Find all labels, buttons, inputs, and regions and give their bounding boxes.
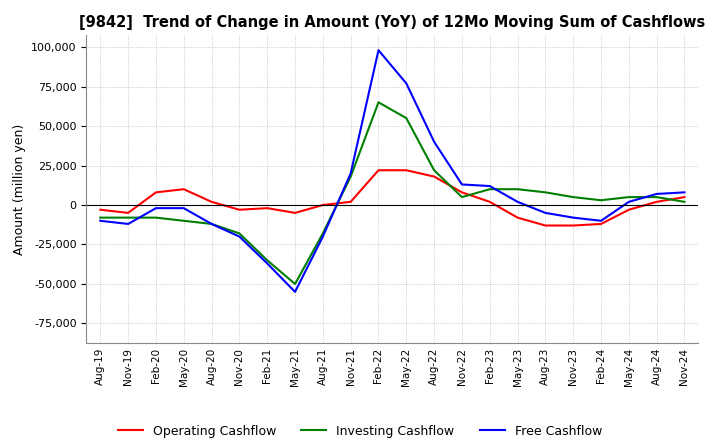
Operating Cashflow bbox=[513, 215, 522, 220]
Investing Cashflow bbox=[207, 221, 216, 227]
Free Cashflow bbox=[124, 221, 132, 227]
Free Cashflow bbox=[96, 218, 104, 224]
Free Cashflow bbox=[152, 205, 161, 211]
Free Cashflow bbox=[680, 190, 689, 195]
Operating Cashflow bbox=[96, 207, 104, 213]
Free Cashflow bbox=[318, 234, 327, 239]
Operating Cashflow bbox=[207, 199, 216, 205]
Free Cashflow bbox=[652, 191, 661, 197]
Operating Cashflow bbox=[680, 194, 689, 200]
Operating Cashflow bbox=[541, 223, 550, 228]
Free Cashflow bbox=[624, 199, 633, 205]
Line: Free Cashflow: Free Cashflow bbox=[100, 50, 685, 292]
Investing Cashflow bbox=[597, 198, 606, 203]
Operating Cashflow bbox=[235, 207, 243, 213]
Free Cashflow bbox=[291, 289, 300, 294]
Operating Cashflow bbox=[458, 190, 467, 195]
Operating Cashflow bbox=[291, 210, 300, 216]
Free Cashflow bbox=[179, 205, 188, 211]
Investing Cashflow bbox=[318, 231, 327, 236]
Free Cashflow bbox=[541, 210, 550, 216]
Free Cashflow bbox=[402, 81, 410, 86]
Free Cashflow bbox=[485, 183, 494, 189]
Free Cashflow bbox=[458, 182, 467, 187]
Operating Cashflow bbox=[318, 202, 327, 208]
Title: [9842]  Trend of Change in Amount (YoY) of 12Mo Moving Sum of Cashflows: [9842] Trend of Change in Amount (YoY) o… bbox=[79, 15, 706, 30]
Investing Cashflow bbox=[124, 215, 132, 220]
Investing Cashflow bbox=[569, 194, 577, 200]
Investing Cashflow bbox=[430, 168, 438, 173]
Free Cashflow bbox=[207, 221, 216, 227]
Free Cashflow bbox=[513, 199, 522, 205]
Operating Cashflow bbox=[263, 205, 271, 211]
Operating Cashflow bbox=[597, 221, 606, 227]
Free Cashflow bbox=[430, 139, 438, 144]
Free Cashflow bbox=[374, 48, 383, 53]
Investing Cashflow bbox=[624, 194, 633, 200]
Free Cashflow bbox=[235, 234, 243, 239]
Legend: Operating Cashflow, Investing Cashflow, Free Cashflow: Operating Cashflow, Investing Cashflow, … bbox=[113, 420, 607, 440]
Investing Cashflow bbox=[652, 194, 661, 200]
Investing Cashflow bbox=[291, 281, 300, 286]
Investing Cashflow bbox=[485, 187, 494, 192]
Operating Cashflow bbox=[374, 168, 383, 173]
Free Cashflow bbox=[263, 261, 271, 266]
Investing Cashflow bbox=[263, 258, 271, 263]
Investing Cashflow bbox=[152, 215, 161, 220]
Investing Cashflow bbox=[374, 100, 383, 105]
Operating Cashflow bbox=[179, 187, 188, 192]
Investing Cashflow bbox=[680, 199, 689, 205]
Free Cashflow bbox=[569, 215, 577, 220]
Line: Operating Cashflow: Operating Cashflow bbox=[100, 170, 685, 226]
Operating Cashflow bbox=[569, 223, 577, 228]
Investing Cashflow bbox=[541, 190, 550, 195]
Operating Cashflow bbox=[346, 199, 355, 205]
Investing Cashflow bbox=[458, 194, 467, 200]
Line: Investing Cashflow: Investing Cashflow bbox=[100, 103, 685, 284]
Investing Cashflow bbox=[179, 218, 188, 224]
Operating Cashflow bbox=[152, 190, 161, 195]
Y-axis label: Amount (million yen): Amount (million yen) bbox=[13, 124, 26, 255]
Operating Cashflow bbox=[485, 199, 494, 205]
Operating Cashflow bbox=[124, 210, 132, 216]
Free Cashflow bbox=[597, 218, 606, 224]
Operating Cashflow bbox=[652, 199, 661, 205]
Investing Cashflow bbox=[402, 115, 410, 121]
Operating Cashflow bbox=[624, 207, 633, 213]
Investing Cashflow bbox=[96, 215, 104, 220]
Operating Cashflow bbox=[430, 174, 438, 179]
Investing Cashflow bbox=[346, 174, 355, 179]
Operating Cashflow bbox=[402, 168, 410, 173]
Investing Cashflow bbox=[513, 187, 522, 192]
Investing Cashflow bbox=[235, 231, 243, 236]
Free Cashflow bbox=[346, 171, 355, 176]
